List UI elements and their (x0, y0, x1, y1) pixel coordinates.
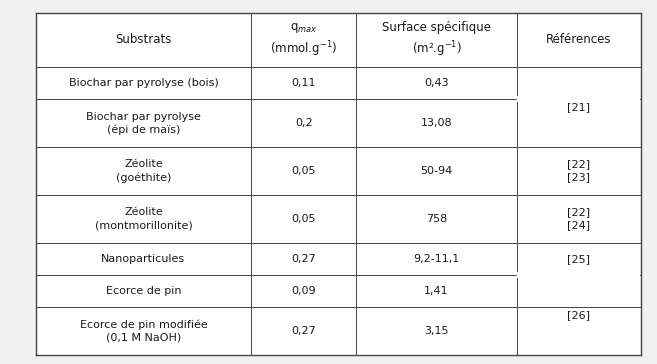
Text: 1,41: 1,41 (424, 286, 449, 296)
Text: 0,2: 0,2 (295, 118, 313, 128)
Text: Zéolite
(montmorillonite): Zéolite (montmorillonite) (95, 207, 193, 230)
Text: 0,27: 0,27 (291, 254, 316, 264)
Text: Références: Références (546, 33, 612, 46)
Text: [22]
[23]: [22] [23] (567, 159, 590, 182)
Text: Biochar par pyrolyse
(épi de maïs): Biochar par pyrolyse (épi de maïs) (86, 111, 201, 135)
Text: Zéolite
(goéthite): Zéolite (goéthite) (116, 159, 171, 183)
Text: 50-94: 50-94 (420, 166, 453, 176)
Text: 758: 758 (426, 214, 447, 224)
Bar (517, 96, 640, 102)
Bar (517, 272, 640, 278)
Text: 0,05: 0,05 (291, 166, 316, 176)
Text: Nanoparticules: Nanoparticules (101, 254, 185, 264)
Text: 0,27: 0,27 (291, 326, 316, 336)
Text: 0,11: 0,11 (291, 78, 316, 88)
Text: 3,15: 3,15 (424, 326, 449, 336)
Text: 9,2-11,1: 9,2-11,1 (413, 254, 460, 264)
Text: [22]
[24]: [22] [24] (567, 207, 590, 230)
Text: Substrats: Substrats (115, 33, 171, 46)
Text: [25]: [25] (567, 254, 590, 264)
Text: Biochar par pyrolyse (bois): Biochar par pyrolyse (bois) (68, 78, 218, 88)
Text: 0,43: 0,43 (424, 78, 449, 88)
Text: q$_{max}$
(mmol.g$^{-1}$): q$_{max}$ (mmol.g$^{-1}$) (270, 21, 337, 59)
Text: 0,05: 0,05 (291, 214, 316, 224)
Text: Surface spécifique
(m².g$^{-1}$): Surface spécifique (m².g$^{-1}$) (382, 21, 491, 59)
Text: Ecorce de pin: Ecorce de pin (106, 286, 181, 296)
Text: 0,09: 0,09 (291, 286, 316, 296)
Text: [26]: [26] (567, 310, 590, 320)
Text: Ecorce de pin modifiée
(0,1 M NaOH): Ecorce de pin modifiée (0,1 M NaOH) (79, 319, 208, 343)
Text: [21]: [21] (567, 102, 590, 112)
Text: 13,08: 13,08 (420, 118, 453, 128)
